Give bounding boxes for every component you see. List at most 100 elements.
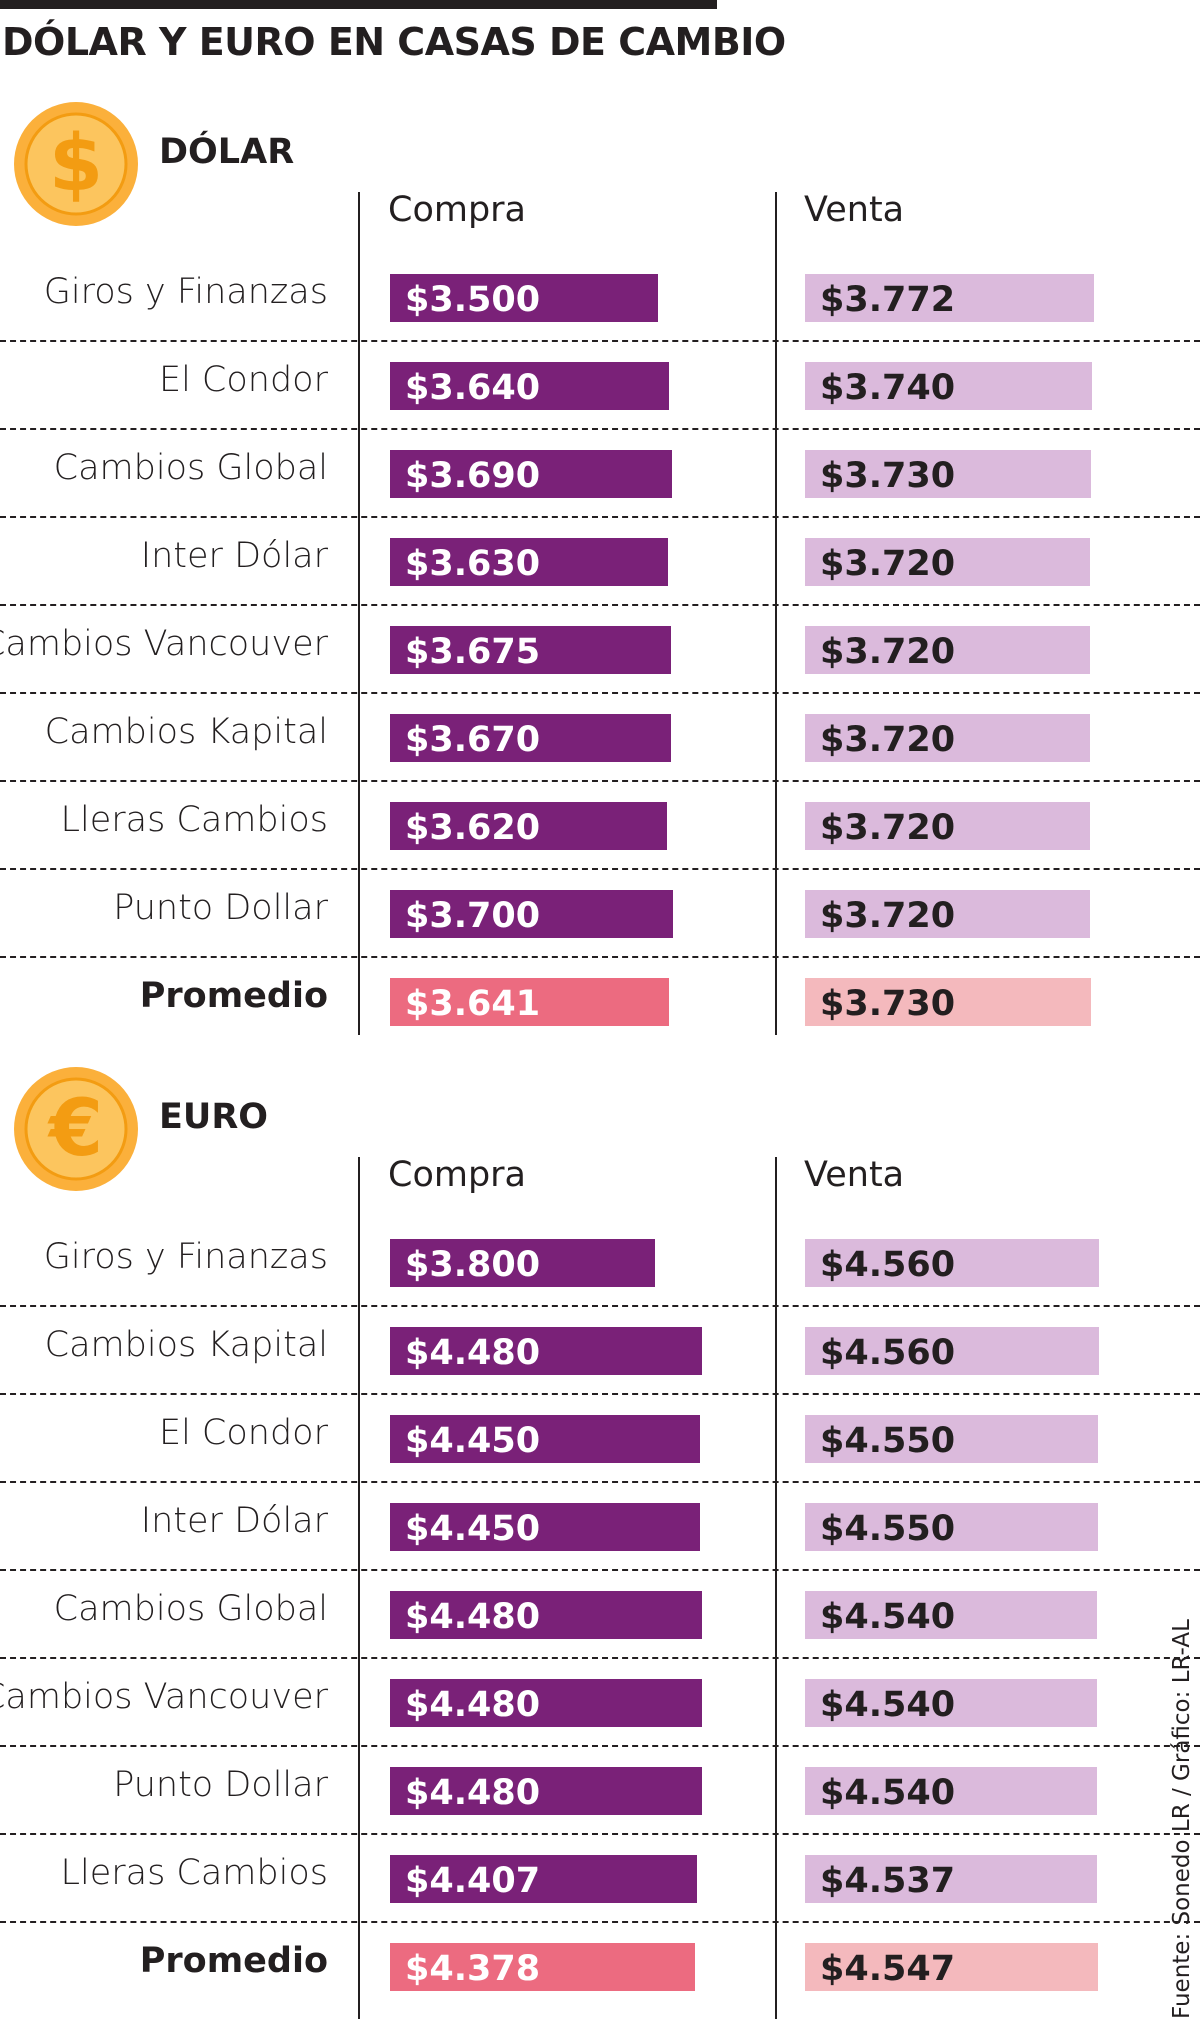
row-separator (0, 1745, 1200, 1747)
venta-value-label: $3.720 (820, 896, 956, 936)
exchange-house-name: Punto Dollar (113, 888, 328, 928)
euro-section: € EURO Compra Venta Giros y Finanzas $3.800 $4… (0, 1065, 1200, 2019)
venta-value-label: $3.720 (820, 720, 956, 760)
compra-bar: $4.480 (390, 1327, 702, 1375)
venta-bar: $3.730 (805, 978, 1091, 1026)
exchange-house-name: Cambios Kapital (44, 712, 328, 752)
exchange-house-name: Giros y Finanzas (43, 272, 328, 312)
compra-bar: $3.640 (390, 362, 669, 410)
venta-value-label: $4.560 (820, 1245, 956, 1285)
table-row: Inter Dólar $4.450 $4.550 (0, 1481, 1200, 1569)
venta-value-label: $4.550 (820, 1421, 956, 1461)
compra-bar: $3.630 (390, 538, 668, 586)
column-divider (775, 1157, 777, 2019)
venta-bar: $4.540 (805, 1679, 1097, 1727)
row-separator (0, 868, 1200, 870)
table-row: Cambios Kapital $3.670 $3.720 (0, 692, 1200, 780)
compra-bar: $4.407 (390, 1855, 697, 1903)
column-header-compra: Compra (388, 190, 527, 230)
title-rule (0, 0, 717, 9)
row-separator (0, 1393, 1200, 1395)
venta-value-label: $4.550 (820, 1509, 956, 1549)
table-row: Inter Dólar $3.630 $3.720 (0, 516, 1200, 604)
exchange-house-name: Inter Dólar (140, 1501, 328, 1541)
row-separator (0, 1305, 1200, 1307)
exchange-house-name: El Condor (158, 360, 328, 400)
table-row: Cambios Global $3.690 $3.730 (0, 428, 1200, 516)
venta-bar: $3.720 (805, 714, 1090, 762)
venta-bar: $3.720 (805, 802, 1090, 850)
venta-bar: $4.540 (805, 1767, 1097, 1815)
table-row: Cambios Kapital $4.480 $4.560 (0, 1305, 1200, 1393)
compra-value-label: $4.450 (405, 1421, 541, 1461)
compra-value-label: $3.690 (405, 456, 541, 496)
row-separator (0, 1481, 1200, 1483)
compra-value-label: $3.641 (405, 984, 541, 1024)
venta-bar: $4.550 (805, 1415, 1098, 1463)
venta-value-label: $3.730 (820, 456, 956, 496)
venta-value-label: $4.560 (820, 1333, 956, 1373)
venta-bar: $3.720 (805, 538, 1090, 586)
compra-bar: $3.500 (390, 274, 658, 322)
table-row: Giros y Finanzas $3.800 $4.560 (0, 1217, 1200, 1305)
exchange-house-name: Lleras Cambios (60, 1853, 328, 1893)
compra-value-label: $3.640 (405, 368, 541, 408)
compra-bar: $3.641 (390, 978, 669, 1026)
column-header-compra: Compra (388, 1155, 527, 1195)
venta-bar: $4.547 (805, 1943, 1098, 1991)
exchange-house-name: Cambios Vancouver (0, 1677, 328, 1717)
column-header-venta: Venta (804, 190, 905, 230)
compra-value-label: $3.500 (405, 280, 541, 320)
row-separator (0, 1833, 1200, 1835)
table-row: Cambios Vancouver $3.675 $3.720 (0, 604, 1200, 692)
venta-bar: $3.720 (805, 626, 1090, 674)
table-row: Lleras Cambios $3.620 $3.720 (0, 780, 1200, 868)
table-row: Punto Dollar $4.480 $4.540 (0, 1745, 1200, 1833)
chart-title: DÓLAR Y EURO EN CASAS DE CAMBIO (2, 20, 786, 64)
average-row: Promedio $4.378 $4.547 (0, 1921, 1200, 2009)
compra-value-label: $3.630 (405, 544, 541, 584)
compra-value-label: $3.670 (405, 720, 541, 760)
venta-value-label: $4.537 (820, 1861, 956, 1901)
euro-coin: € (12, 1065, 140, 1197)
row-separator (0, 428, 1200, 430)
compra-value-label: $4.480 (405, 1685, 541, 1725)
exchange-house-name: Cambios Global (53, 1589, 328, 1629)
row-separator (0, 516, 1200, 518)
exchange-house-name: Cambios Vancouver (0, 624, 328, 664)
table-row: Cambios Global $4.480 $4.540 (0, 1569, 1200, 1657)
column-divider (358, 192, 360, 1035)
compra-value-label: $4.480 (405, 1333, 541, 1373)
compra-value-label: $4.450 (405, 1509, 541, 1549)
source-credit: Fuente: Sonedo LR / Gráfico: LR-AL (1169, 1619, 1195, 2019)
exchange-house-name: Cambios Kapital (44, 1325, 328, 1365)
row-separator (0, 956, 1200, 958)
row-separator (0, 604, 1200, 606)
row-separator (0, 1657, 1200, 1659)
row-separator (0, 1569, 1200, 1571)
compra-value-label: $3.800 (405, 1245, 541, 1285)
venta-value-label: $3.720 (820, 632, 956, 672)
table-row: Lleras Cambios $4.407 $4.537 (0, 1833, 1200, 1921)
row-separator (0, 340, 1200, 342)
compra-value-label: $3.700 (405, 896, 541, 936)
column-divider (775, 192, 777, 1035)
venta-bar: $4.560 (805, 1327, 1099, 1375)
svg-text:€: € (47, 1084, 103, 1174)
compra-bar: $4.378 (390, 1943, 695, 1991)
table-row: El Condor $4.450 $4.550 (0, 1393, 1200, 1481)
row-separator (0, 780, 1200, 782)
column-divider (358, 1157, 360, 2019)
compra-value-label: $4.480 (405, 1597, 541, 1637)
compra-bar: $4.480 (390, 1679, 702, 1727)
row-separator (0, 1921, 1200, 1923)
dolar-coin: $ (12, 100, 140, 232)
table-row: Punto Dollar $3.700 $3.720 (0, 868, 1200, 956)
average-label: Promedio (139, 976, 328, 1016)
compra-value-label: $4.378 (405, 1949, 541, 1989)
exchange-house-name: El Condor (158, 1413, 328, 1453)
dolar-section: $ DÓLAR Compra Venta Giros y Finanzas $3.500 $… (0, 100, 1200, 1035)
euro-coin-icon: € (14, 1067, 138, 1191)
venta-bar: $3.720 (805, 890, 1090, 938)
venta-value-label: $3.772 (820, 280, 956, 320)
